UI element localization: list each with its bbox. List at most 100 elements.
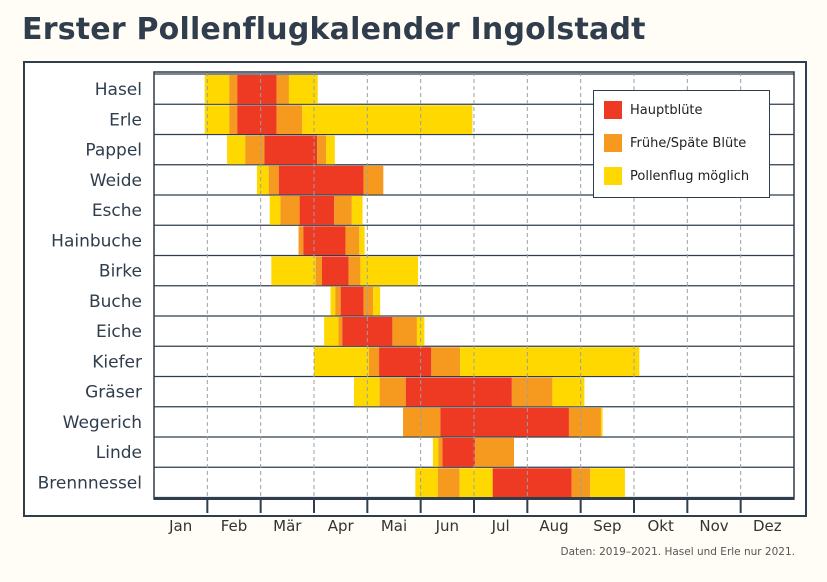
bar-early_late — [392, 317, 417, 346]
bar-possible — [227, 135, 246, 165]
bar-early_late — [229, 105, 238, 134]
plant-label: Birke — [99, 262, 142, 282]
bar-possible — [460, 347, 640, 376]
bar-main — [237, 105, 277, 134]
bar-early_late — [363, 165, 384, 195]
bar-main — [237, 75, 277, 104]
bar-possible — [415, 468, 438, 497]
plant-label: Wegerich — [63, 413, 142, 433]
month-label: Okt — [647, 517, 673, 535]
legend-label-early-late: Frühe/Späte Blüte — [630, 135, 747, 151]
month-label: Feb — [221, 517, 248, 535]
legend-label-possible: Pollenflug möglich — [630, 168, 750, 184]
bar-early_late — [348, 256, 361, 286]
bar-early_late — [437, 468, 460, 497]
legend-item-possible: Pollenflug möglich — [604, 167, 749, 185]
bar-possible — [330, 286, 336, 316]
bar-early_late — [438, 438, 443, 467]
plant-label: Gräser — [85, 383, 142, 403]
bar-early_late — [298, 226, 304, 255]
legend-item-early-late: Frühe/Späte Blüte — [604, 134, 746, 152]
month-label: Dez — [753, 517, 782, 535]
bar-early_late — [335, 286, 341, 316]
bar-early_late — [475, 438, 514, 467]
bar-early_late — [268, 165, 279, 195]
bar-early_late — [345, 226, 360, 255]
plant-label: Weide — [90, 171, 142, 191]
bar-possible — [459, 468, 493, 497]
bar-early_late — [317, 135, 327, 165]
plant-label: Hasel — [95, 80, 142, 100]
bar-main — [278, 165, 364, 195]
month-label: Nov — [699, 517, 728, 535]
bar-early_late — [229, 75, 238, 104]
bar-early_late — [368, 347, 380, 376]
plant-label: Erle — [109, 110, 142, 130]
bar-early_late — [568, 407, 601, 437]
bar-early_late — [571, 468, 591, 497]
bar-possible — [204, 105, 230, 134]
bar-main — [299, 196, 335, 225]
bar-possible — [552, 377, 585, 407]
bar-early_late — [276, 105, 303, 134]
plant-label: Esche — [92, 201, 142, 221]
bar-early_late — [363, 286, 374, 316]
month-label: Jul — [491, 517, 510, 535]
bar-possible — [314, 347, 369, 376]
bar-early_late — [280, 196, 300, 225]
bar-possible — [354, 377, 380, 407]
plant-label: Linde — [96, 443, 142, 463]
bar-possible — [288, 75, 318, 104]
bar-early_late — [276, 75, 289, 104]
legend-swatch-early-late — [604, 134, 622, 152]
month-label: Jan — [168, 517, 192, 535]
bar-early_late — [379, 377, 406, 407]
chart-title: Erster Pollenflugkalender Ingolstadt — [22, 12, 646, 47]
month-label: Aug — [539, 517, 568, 535]
bar-main — [322, 256, 349, 286]
plant-label: Hainbuche — [51, 231, 142, 251]
bar-possible — [326, 135, 335, 165]
bar-early_late — [315, 256, 322, 286]
plant-label: Pappel — [85, 141, 142, 161]
bar-possible — [256, 165, 269, 195]
bar-main — [440, 407, 569, 437]
month-label: Sep — [593, 517, 621, 535]
bar-early_late — [431, 347, 461, 376]
bar-main — [303, 226, 346, 255]
bar-possible — [373, 286, 381, 316]
bar-possible — [432, 438, 439, 467]
bar-early_late — [403, 407, 441, 437]
plant-label: Eiche — [96, 322, 142, 342]
bar-possible — [271, 256, 316, 286]
legend-swatch-possible — [604, 167, 622, 185]
bar-possible — [324, 317, 339, 346]
bar-possible — [360, 256, 418, 286]
bar-main — [264, 135, 318, 165]
bar-early_late — [245, 135, 265, 165]
bar-early_late — [338, 317, 343, 346]
bar-early_late — [334, 196, 352, 225]
bar-possible — [351, 196, 363, 225]
bar-possible — [302, 105, 473, 134]
bar-main — [379, 347, 432, 376]
bar-early_late — [511, 377, 553, 407]
month-label: Jun — [435, 517, 459, 535]
legend-swatch-main — [604, 101, 622, 119]
plant-label: Kiefer — [92, 352, 142, 372]
bar-main — [405, 377, 512, 407]
bar-possible — [269, 196, 281, 225]
plant-label: Brennnessel — [38, 473, 142, 493]
bar-main — [492, 468, 572, 497]
month-label: Apr — [328, 517, 355, 535]
bar-possible — [600, 407, 603, 437]
month-label: Mai — [381, 517, 407, 535]
bar-possible — [590, 468, 625, 497]
legend-item-main: Hauptblüte — [604, 101, 703, 119]
month-label: Mär — [273, 517, 302, 535]
data-source-note: Daten: 2019–2021. Hasel und Erle nur 202… — [560, 546, 795, 558]
legend-label-main: Hauptblüte — [630, 102, 703, 118]
bar-main — [340, 286, 364, 316]
